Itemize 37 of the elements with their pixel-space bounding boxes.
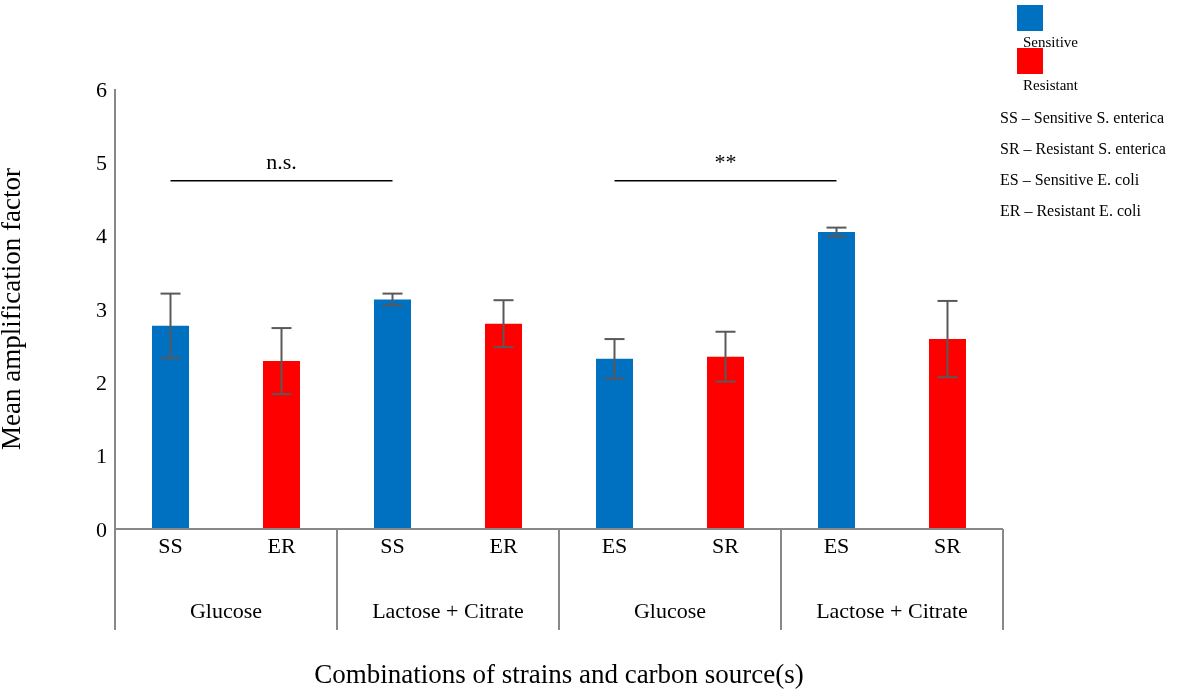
y-tick-label: 0 <box>96 516 107 542</box>
y-axis-title: Mean amplification factor <box>0 168 26 450</box>
x-tick-label: ER <box>489 532 518 558</box>
text: Lactose + Citrate <box>816 598 968 623</box>
annotation: ER – Resistant E. coli <box>1000 202 1142 219</box>
x-tick-label: SR <box>712 532 740 558</box>
x-tick-label: ER <box>267 532 296 558</box>
bar <box>374 299 411 529</box>
annotation: SR – Resistant S. enterica <box>1000 140 1166 157</box>
bar <box>818 232 855 529</box>
text: Glucose <box>189 598 263 623</box>
y-tick-label: 5 <box>96 150 107 176</box>
annotation: ** <box>714 148 737 174</box>
x-axis-title: Combinations of strains and carbon source(s) <box>314 659 804 689</box>
y-tick-label: 1 <box>96 443 107 469</box>
x-tick-label: SR <box>934 532 962 558</box>
y-tick-label: 3 <box>96 296 107 322</box>
legend-label: Sensitive <box>1023 34 1079 50</box>
x-tick-label: SS <box>380 532 405 558</box>
bar <box>707 356 744 529</box>
bar <box>152 325 189 529</box>
bar <box>485 323 522 529</box>
bar <box>263 361 300 529</box>
annotation: n.s. <box>266 148 297 174</box>
text: Glucose <box>633 598 707 623</box>
annotation: SS – Sensitive S. enterica <box>1000 109 1164 126</box>
y-tick-label: 6 <box>96 76 107 102</box>
text: Lactose + Citrate <box>372 598 524 623</box>
x-tick-label: ES <box>823 532 850 558</box>
x-tick-label: ES <box>601 532 628 558</box>
x-tick-label: SS <box>158 532 183 558</box>
legend-label: Resistant <box>1023 77 1079 93</box>
bar <box>929 339 966 529</box>
annotation: ES – Sensitive E. coli <box>1000 171 1140 188</box>
bar <box>596 358 633 529</box>
y-tick-label: 4 <box>96 223 107 249</box>
y-tick-label: 2 <box>96 370 107 396</box>
